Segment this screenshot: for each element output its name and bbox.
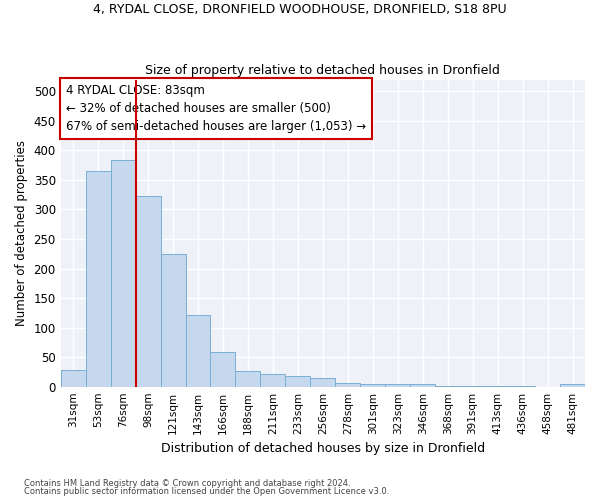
Text: Contains HM Land Registry data © Crown copyright and database right 2024.: Contains HM Land Registry data © Crown c… [24,478,350,488]
Bar [161,254,185,386]
Bar [410,384,435,386]
Bar [211,352,235,386]
Bar [136,196,161,386]
Y-axis label: Number of detached properties: Number of detached properties [15,140,28,326]
Bar [286,376,310,386]
X-axis label: Distribution of detached houses by size in Dronfield: Distribution of detached houses by size … [161,442,485,455]
Bar [110,160,136,386]
Bar [335,382,360,386]
Bar [360,384,385,386]
Bar [310,378,335,386]
Text: 4, RYDAL CLOSE, DRONFIELD WOODHOUSE, DRONFIELD, S18 8PU: 4, RYDAL CLOSE, DRONFIELD WOODHOUSE, DRO… [93,2,507,16]
Bar [86,171,110,386]
Bar [560,384,585,386]
Bar [61,370,86,386]
Text: 4 RYDAL CLOSE: 83sqm
← 32% of detached houses are smaller (500)
67% of semi-deta: 4 RYDAL CLOSE: 83sqm ← 32% of detached h… [66,84,366,133]
Text: Contains public sector information licensed under the Open Government Licence v3: Contains public sector information licen… [24,487,389,496]
Bar [260,374,286,386]
Title: Size of property relative to detached houses in Dronfield: Size of property relative to detached ho… [145,64,500,77]
Bar [235,370,260,386]
Bar [385,384,410,386]
Bar [185,315,211,386]
